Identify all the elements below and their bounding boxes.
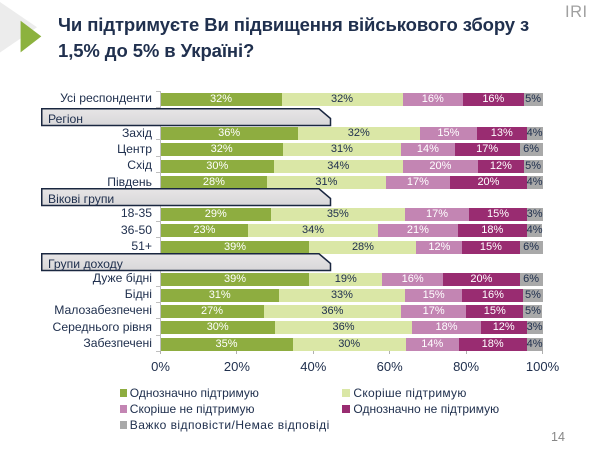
svg-text:Вікові групи: Вікові групи [48,192,114,206]
svg-text:Групи доходу: Групи доходу [48,257,124,271]
svg-text:Регіон: Регіон [48,112,83,126]
